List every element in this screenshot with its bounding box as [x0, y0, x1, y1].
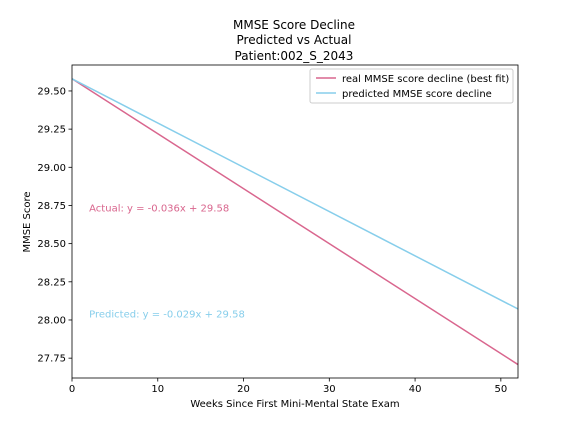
x-tick-label: 20 [237, 384, 250, 395]
chart-title-line-3: Patient:002_S_2043 [235, 49, 354, 63]
plot-area: 0 10 20 30 40 50 27.75 28.00 28.25 28.50 28.75 29.0… [37, 64, 519, 395]
x-tick-label: 50 [494, 384, 507, 395]
y-tick-label: 28.75 [37, 201, 66, 212]
y-tick-label: 28.00 [37, 315, 66, 326]
chart-title-line-1: MMSE Score Decline [233, 18, 355, 32]
y-tick-label: 29.00 [37, 163, 66, 174]
predicted-equation-annotation: Predicted: y = -0.029x + 29.58 [89, 309, 245, 320]
axes-frame [71, 64, 519, 379]
x-tick-label: 0 [69, 384, 75, 395]
legend: real MMSE score decline (best fit) predi… [309, 68, 514, 104]
y-tick-label: 29.50 [37, 86, 66, 97]
legend-entry-predicted: predicted MMSE score decline [342, 89, 492, 100]
actual-equation-annotation: Actual: y = -0.036x + 29.58 [89, 203, 229, 214]
x-tick-label: 40 [409, 384, 422, 395]
x-tick-label: 10 [151, 384, 164, 395]
x-tick-label: 30 [323, 384, 336, 395]
legend-box [309, 68, 514, 104]
series-line-1 [72, 78, 518, 310]
legend-entry-real: real MMSE score decline (best fit) [342, 74, 509, 85]
y-tick-label: 27.75 [37, 354, 66, 365]
series-group [72, 78, 518, 366]
series-line-0 [72, 78, 518, 366]
y-axis-label: MMSE Score [22, 191, 33, 252]
y-tick-label: 29.25 [37, 125, 66, 136]
chart-title-line-2: Predicted vs Actual [237, 33, 352, 47]
x-axis-label: Weeks Since First Mini-Mental State Exam [190, 399, 399, 410]
y-tick-label: 28.50 [37, 239, 66, 250]
y-tick-label: 28.25 [37, 277, 66, 288]
